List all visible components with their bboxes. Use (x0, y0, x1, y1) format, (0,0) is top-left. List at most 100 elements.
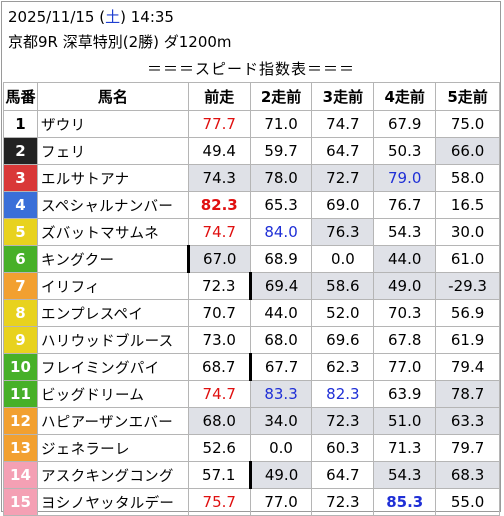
table-row: 13 ジェネラーレ 52.6 0.0 60.3 71.3 79.7 (3, 434, 500, 462)
speed-index-table: 馬番 馬名 前走 2走前 3走前 4走前 5走前 1 ザウリ 77.7 71.0 74.7 67.9 7… (3, 82, 500, 516)
speed-index-cell: 63.9 (373, 380, 437, 408)
speed-index-cell: 34.0 (249, 407, 313, 435)
horse-number: 3 (3, 164, 38, 192)
speed-index-cell: 69.6 (311, 326, 375, 354)
speed-index-cell: 58.0 (435, 164, 500, 192)
speed-index-cell: 30.0 (435, 218, 500, 246)
speed-index-cell: 72.3 (311, 488, 375, 516)
speed-index-cell: 70.3 (373, 299, 437, 327)
horse-name: エンプレスペイ (36, 299, 189, 327)
speed-index-cell: 72.3 (187, 272, 251, 300)
horse-number: 9 (3, 326, 38, 354)
speed-index-cell: 64.7 (311, 461, 375, 489)
speed-index-cell: 67.7 (248, 353, 313, 381)
horse-number: 5 (3, 218, 38, 246)
speed-index-cell: 82.3 (311, 380, 375, 408)
speed-index-cell: 75.7 (187, 488, 251, 516)
header-row: 馬番 馬名 前走 2走前 3走前 4走前 5走前 (3, 82, 500, 111)
speed-index-cell: 44.0 (249, 299, 313, 327)
speed-index-cell: 68.3 (435, 461, 500, 489)
speed-index-cell: 77.0 (373, 353, 437, 381)
speed-index-cell: 49.0 (248, 461, 313, 489)
speed-index-cell: 74.3 (187, 164, 251, 192)
speed-index-cell: 82.3 (187, 191, 251, 219)
speed-index-cell: 73.0 (187, 326, 251, 354)
speed-index-cell: 58.6 (311, 272, 375, 300)
speed-index-cell: 68.0 (187, 407, 251, 435)
speed-index-cell: 56.9 (435, 299, 500, 327)
race-date: 2025/11/15 (8, 8, 95, 26)
column-header[interactable]: 前走 (187, 82, 251, 111)
speed-index-cell: 78.7 (435, 380, 500, 408)
horse-number: 14 (3, 461, 38, 489)
speed-index-cell: 77.7 (187, 110, 251, 138)
speed-index-cell: 85.3 (373, 488, 437, 516)
horse-name: ズバットマサムネ (36, 218, 189, 246)
speed-index-cell: 74.7 (187, 218, 251, 246)
table-row: 11 ビッグドリーム 74.7 83.3 82.3 63.9 78.7 (3, 380, 500, 408)
horse-name: フェリ (36, 137, 189, 165)
speed-index-cell: 71.3 (373, 434, 437, 462)
table-body: 1 ザウリ 77.7 71.0 74.7 67.9 75.0 2 フェリ 49.4 59.7 64.7… (3, 110, 500, 516)
speed-index-cell: 54.3 (373, 218, 437, 246)
speed-index-cell: 68.7 (187, 353, 251, 381)
column-header[interactable]: 馬番 (3, 82, 38, 111)
speed-index-cell: 0.0 (311, 245, 375, 273)
speed-index-cell: 57.1 (187, 461, 251, 489)
column-header[interactable]: 馬名 (36, 82, 189, 111)
speed-index-cell: 77.0 (249, 488, 313, 516)
table-row: 1 ザウリ 77.7 71.0 74.7 67.9 75.0 (3, 110, 500, 138)
speed-index-cell: 49.0 (373, 272, 437, 300)
speed-index-cell: 83.3 (249, 380, 313, 408)
speed-index-cell: 84.0 (249, 218, 313, 246)
speed-index-cell: 79.4 (435, 353, 500, 381)
speed-index-cell: 67.9 (373, 110, 437, 138)
horse-number: 12 (3, 407, 38, 435)
race-info: 京都9R 深草特別(2勝) ダ1200m (8, 33, 232, 51)
race-weekday: 土 (105, 8, 121, 26)
horse-number: 1 (3, 110, 38, 138)
speed-index-cell: 74.7 (311, 110, 375, 138)
table-title: ＝＝＝スピード指数表＝＝＝ (146, 60, 355, 78)
column-header[interactable]: 4走前 (373, 82, 437, 111)
speed-index-cell: 63.3 (435, 407, 500, 435)
table-row: 5 ズバットマサムネ 74.7 84.0 76.3 54.3 30.0 (3, 218, 500, 246)
speed-index-cell: 67.0 (186, 245, 251, 273)
speed-index-cell: 68.9 (249, 245, 313, 273)
table-row: 15 ヨシノヤッタルデー 75.7 77.0 72.3 85.3 55.0 (3, 488, 500, 516)
table-row: 3 エルサトアナ 74.3 78.0 72.7 79.0 58.0 (3, 164, 500, 192)
speed-index-cell: 66.0 (435, 137, 500, 165)
speed-index-cell: 76.7 (373, 191, 437, 219)
speed-index-cell: 16.5 (435, 191, 500, 219)
horse-name: ジェネラーレ (36, 434, 189, 462)
horse-name: イリフィ (36, 272, 189, 300)
speed-index-cell: 55.0 (435, 488, 500, 516)
speed-index-cell: 50.3 (373, 137, 437, 165)
race-time: 14:35 (130, 8, 174, 26)
speed-index-cell: 60.3 (311, 434, 375, 462)
speed-index-cell: 64.7 (311, 137, 375, 165)
speed-index-cell: 74.7 (187, 380, 251, 408)
speed-index-cell: 54.3 (373, 461, 437, 489)
horse-number: 7 (3, 272, 38, 300)
column-header[interactable]: 5走前 (435, 82, 500, 111)
horse-number: 13 (3, 434, 38, 462)
speed-index-cell: 61.9 (435, 326, 500, 354)
column-header[interactable]: 2走前 (249, 82, 313, 111)
table-row: 4 スペシャルナンバー 82.3 65.3 69.0 76.7 16.5 (3, 191, 500, 219)
speed-index-cell: 70.7 (187, 299, 251, 327)
horse-number: 11 (3, 380, 38, 408)
speed-index-cell: 61.0 (435, 245, 500, 273)
speed-index-cell: 76.3 (311, 218, 375, 246)
table-row: 10 フレイミングパイ 68.7 67.7 62.3 77.0 79.4 (3, 353, 500, 381)
horse-name: キングクー (36, 245, 189, 273)
speed-index-cell: 68.0 (249, 326, 313, 354)
column-header[interactable]: 3走前 (311, 82, 375, 111)
speed-index-cell: -29.3 (435, 272, 500, 300)
table-row: 7 イリフィ 72.3 69.4 58.6 49.0 -29.3 (3, 272, 500, 300)
speed-index-cell: 52.6 (187, 434, 251, 462)
horse-number: 10 (3, 353, 38, 381)
table-row: 9 ハリウッドブルース 73.0 68.0 69.6 67.8 61.9 (3, 326, 500, 354)
table-row: 12 ハピアーザンエバー 68.0 34.0 72.3 51.0 63.3 (3, 407, 500, 435)
horse-name: ビッグドリーム (36, 380, 189, 408)
